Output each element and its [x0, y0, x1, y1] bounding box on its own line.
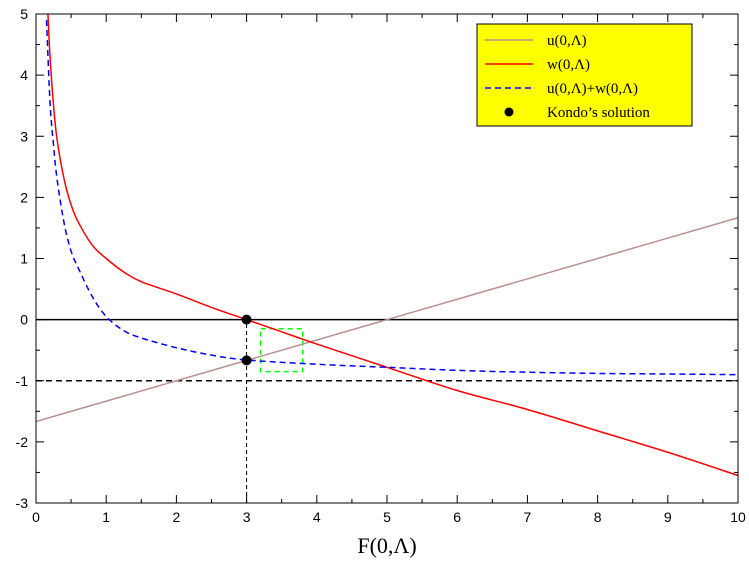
legend-label-sum: u(0,Λ)+w(0,Λ) — [547, 81, 638, 97]
y-tick-label: -1 — [16, 373, 29, 389]
x-tick-label: 3 — [243, 509, 251, 525]
legend-label-kondo: Kondo’s solution — [547, 105, 650, 121]
kondo-point-1 — [241, 355, 252, 366]
kondo-point-0 — [241, 314, 252, 325]
y-tick-label: 0 — [20, 312, 28, 328]
y-tick-label: 5 — [20, 6, 28, 22]
x-axis-label: F(0,Λ) — [357, 533, 416, 558]
x-tick-label: 9 — [664, 509, 672, 525]
x-tick-label: 4 — [313, 509, 321, 525]
x-tick-label: 6 — [453, 509, 461, 525]
plot-area — [36, 14, 738, 503]
legend-label-w: w(0,Λ) — [547, 57, 590, 73]
series-line-w — [47, 14, 738, 477]
plot-layer — [36, 14, 738, 503]
x-tick-label: 8 — [594, 509, 602, 525]
y-tick-label: 3 — [20, 128, 28, 144]
y-tick-label: 4 — [20, 67, 28, 83]
highlight-box — [259, 328, 304, 373]
legend-label-u: u(0,Λ) — [547, 33, 587, 49]
x-tick-label: 0 — [32, 509, 40, 525]
y-tick-label: 1 — [20, 251, 28, 267]
y-tick-label: -3 — [16, 495, 29, 511]
x-tick-label: 7 — [524, 509, 532, 525]
x-tick-label: 10 — [730, 509, 746, 525]
x-tick-label: 5 — [383, 509, 391, 525]
x-tick-label: 2 — [173, 509, 181, 525]
series-line-sum — [45, 20, 738, 376]
x-tick-label: 1 — [102, 509, 110, 525]
legend-box — [476, 23, 693, 127]
series-line-u — [36, 217, 738, 423]
legend: u(0,Λ) w(0,Λ) u(0,Λ)+w(0,Λ) Kondo’s solu… — [476, 23, 693, 127]
axis-layer: 0 1 2 3 4 5 6 7 8 9 10 -3 -2 -1 0 1 2 3 4 5 — [16, 6, 746, 525]
y-tick-label: -2 — [16, 434, 29, 450]
y-tick-label: 2 — [20, 189, 28, 205]
legend-swatch-kondo — [504, 107, 514, 117]
